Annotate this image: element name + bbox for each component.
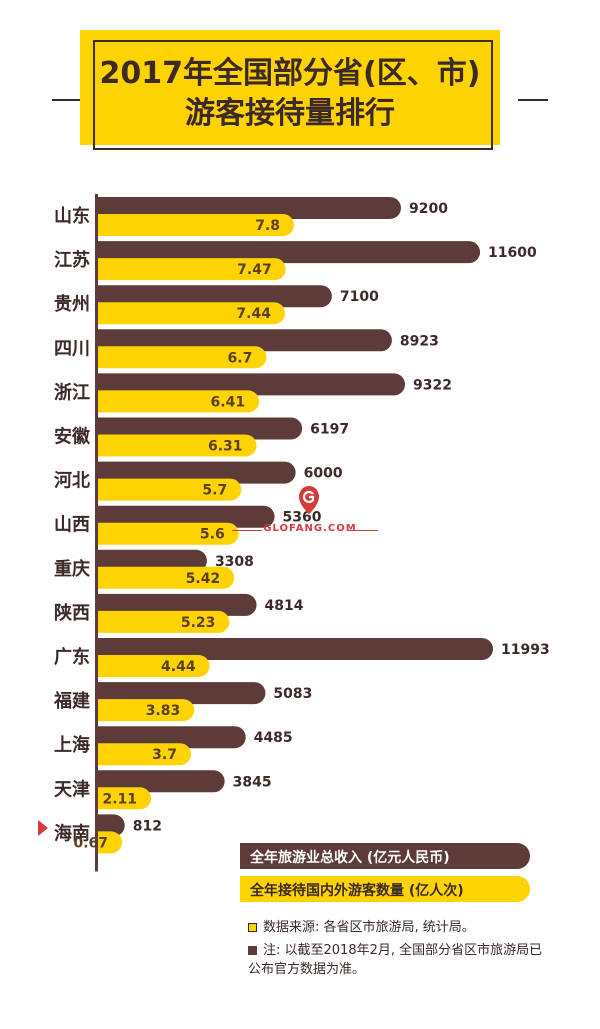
revenue-value-label: 5360: [283, 510, 322, 526]
province-label: 上海: [54, 734, 90, 756]
watermark-logo-icon: [299, 486, 319, 514]
revenue-bar: [98, 461, 296, 484]
watermark-rule-left: [232, 530, 262, 531]
revenue-bar: [98, 682, 266, 705]
chart-title-line1: 2017年全国部分省(区、市): [99, 56, 481, 91]
revenue-bar: [98, 814, 125, 837]
revenue-value-label: 4814: [265, 598, 304, 614]
visitors-bar: [98, 434, 257, 457]
revenue-bar: [98, 770, 225, 793]
visitors-value-label: 7.47: [237, 262, 272, 278]
visitors-value-label: 5.7: [202, 483, 227, 499]
visitors-value-label: 5.42: [186, 571, 221, 587]
visitors-value-label: 6.7: [228, 350, 253, 366]
revenue-bar: [98, 197, 402, 219]
revenue-bar: [98, 726, 246, 749]
province-label: 四川: [54, 338, 90, 359]
legend-visitors-label: 全年接待国内外游客数量 (亿人次): [250, 883, 464, 899]
revenue-value-label: 3308: [215, 554, 254, 570]
title-rule-left: [52, 99, 80, 101]
visitors-bar: [98, 566, 235, 589]
visitors-bar: [98, 522, 239, 545]
visitors-bar: [98, 743, 191, 766]
chart-title-line2: 游客接待量排行: [185, 96, 395, 131]
visitors-bar: [98, 478, 242, 501]
title-background: [80, 30, 500, 145]
province-label: 广东: [54, 646, 90, 668]
visitors-value-label: 7.44: [236, 306, 271, 322]
visitors-bar: [98, 390, 260, 413]
source-note: 数据来源: 各省区市旅游局, 统计局。: [248, 918, 548, 937]
visitors-bar: [98, 258, 286, 281]
province-label: 福建: [53, 690, 90, 712]
revenue-value-label: 6197: [310, 422, 349, 438]
visitors-value-label: 3.83: [146, 703, 181, 719]
revenue-value-label: 6000: [304, 466, 343, 482]
province-label: 陕西: [54, 602, 90, 624]
revenue-value-label: 9322: [413, 377, 452, 393]
visitors-value-label: 3.7: [152, 747, 177, 763]
legend-revenue-label: 全年旅游业总收入 (亿元人民币): [250, 850, 450, 866]
revenue-bar: [98, 638, 493, 660]
revenue-value-label: 3845: [233, 774, 272, 790]
visitors-value-label: 2.11: [102, 791, 137, 807]
visitors-value-label: 5.23: [181, 615, 216, 631]
visitors-bar: [98, 655, 210, 677]
revenue-value-label: 5083: [273, 686, 312, 702]
province-label: 山西: [54, 515, 90, 536]
legend-visitors: 全年接待国内外游客数量 (亿人次): [240, 876, 530, 902]
source-text: 数据来源: 各省区市旅游局, 统计局。: [263, 920, 475, 935]
watermark-text: GLOFANG.COM: [263, 523, 357, 534]
watermark: GLOFANG.COM: [260, 485, 360, 545]
revenue-bar: [98, 417, 303, 440]
revenue-value-label: 8923: [400, 333, 439, 349]
revenue-value-label: 11993: [501, 642, 550, 658]
visitors-value-label: 0.67: [73, 835, 108, 851]
revenue-bar: [98, 241, 481, 264]
revenue-bar: [98, 373, 406, 396]
revenue-value-label: 812: [133, 818, 162, 834]
visitors-value-label: 4.44: [161, 659, 196, 675]
province-label: 山东: [54, 205, 90, 227]
legend-revenue: 全年旅游业总收入 (亿元人民币): [240, 843, 530, 869]
revenue-bar: [98, 593, 257, 616]
bullet-icon: [248, 946, 257, 955]
visitors-bar: [98, 831, 122, 854]
revenue-value-label: 11600: [488, 245, 537, 261]
revenue-bar: [98, 329, 392, 352]
visitors-value-label: 5.6: [200, 527, 225, 543]
bullet-icon: [248, 923, 257, 932]
revenue-bar: [98, 505, 275, 528]
title-rule-right: [518, 99, 548, 101]
revenue-bar: [98, 285, 332, 308]
title-frame: [93, 40, 493, 150]
footnote-text: 注: 以截至2018年2月, 全国部分省区市旅游局已公布官方数据为准。: [248, 943, 543, 977]
visitors-value-label: 6.41: [211, 394, 246, 410]
highlight-pointer-icon: [38, 820, 48, 840]
province-label: 浙江: [54, 381, 90, 403]
footnote: 注: 以截至2018年2月, 全国部分省区市旅游局已公布官方数据为准。: [248, 941, 548, 979]
revenue-value-label: 4485: [254, 730, 293, 746]
visitors-bar: [98, 610, 230, 633]
province-label: 贵州: [54, 294, 90, 315]
revenue-bar: [98, 549, 207, 572]
visitors-bar: [98, 346, 267, 369]
province-label: 天津: [54, 778, 90, 800]
visitors-bar: [98, 214, 294, 236]
province-label: 重庆: [54, 558, 90, 580]
visitors-bar: [98, 302, 285, 325]
visitors-bar: [98, 787, 152, 810]
watermark-rule-right: [348, 530, 378, 531]
province-label: 江苏: [54, 249, 90, 271]
province-label: 安徽: [54, 426, 91, 448]
province-label: 海南: [54, 822, 90, 844]
revenue-value-label: 9200: [409, 201, 448, 217]
revenue-value-label: 7100: [340, 289, 379, 305]
axis-baseline: [95, 194, 98, 872]
visitors-value-label: 6.31: [208, 439, 243, 455]
visitors-value-label: 7.8: [255, 218, 280, 234]
province-label: 河北: [54, 471, 90, 492]
visitors-bar: [98, 699, 195, 722]
